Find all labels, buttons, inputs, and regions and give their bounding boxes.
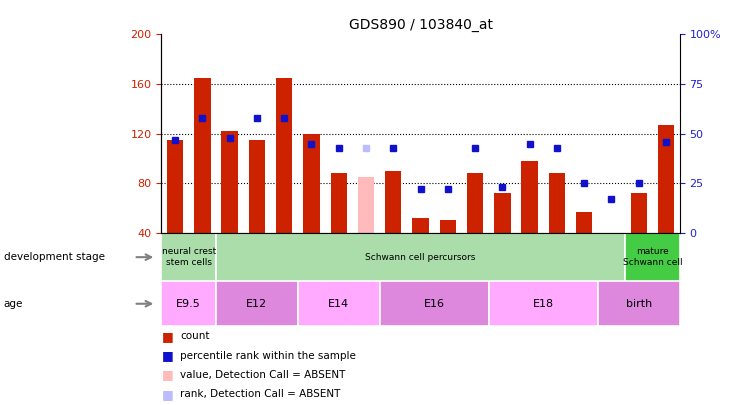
Bar — [521, 161, 538, 233]
Title: GDS890 / 103840_at: GDS890 / 103840_at — [348, 18, 493, 32]
Bar — [216, 233, 625, 281]
Bar — [489, 281, 598, 326]
Bar — [467, 173, 484, 233]
Bar — [658, 125, 674, 233]
Bar — [380, 281, 489, 326]
Bar — [249, 140, 265, 233]
Text: E12: E12 — [246, 299, 267, 309]
Text: E18: E18 — [532, 299, 553, 309]
Text: E9.5: E9.5 — [176, 299, 201, 309]
Text: ■: ■ — [161, 349, 173, 362]
Text: age: age — [4, 299, 23, 309]
Bar — [439, 220, 456, 233]
Text: rank, Detection Call = ABSENT: rank, Detection Call = ABSENT — [180, 390, 341, 399]
Text: E16: E16 — [424, 299, 445, 309]
Bar — [216, 281, 298, 326]
Text: ■: ■ — [161, 388, 173, 401]
Bar — [631, 193, 647, 233]
Text: neural crest
stem cells: neural crest stem cells — [161, 247, 216, 267]
Text: percentile rank within the sample: percentile rank within the sample — [180, 351, 356, 360]
Text: value, Detection Call = ABSENT: value, Detection Call = ABSENT — [180, 370, 345, 380]
Bar — [222, 131, 238, 233]
Bar — [195, 78, 210, 233]
Bar — [357, 177, 374, 233]
Bar — [167, 140, 183, 233]
Bar — [303, 134, 320, 233]
Text: mature
Schwann cell: mature Schwann cell — [623, 247, 682, 267]
Bar — [412, 218, 429, 233]
Bar — [549, 173, 565, 233]
Text: development stage: development stage — [4, 252, 104, 262]
Text: ■: ■ — [161, 369, 173, 382]
Text: ■: ■ — [161, 330, 173, 343]
Bar — [494, 193, 511, 233]
Text: E14: E14 — [328, 299, 349, 309]
Bar — [330, 173, 347, 233]
Text: count: count — [180, 331, 210, 341]
Bar — [598, 281, 680, 326]
Bar — [625, 233, 680, 281]
Bar — [161, 281, 216, 326]
Bar — [161, 233, 216, 281]
Text: Schwann cell percursors: Schwann cell percursors — [366, 253, 475, 262]
Text: birth: birth — [626, 299, 652, 309]
Bar — [576, 212, 593, 233]
Bar — [276, 78, 292, 233]
Bar — [298, 281, 380, 326]
Bar — [385, 171, 402, 233]
